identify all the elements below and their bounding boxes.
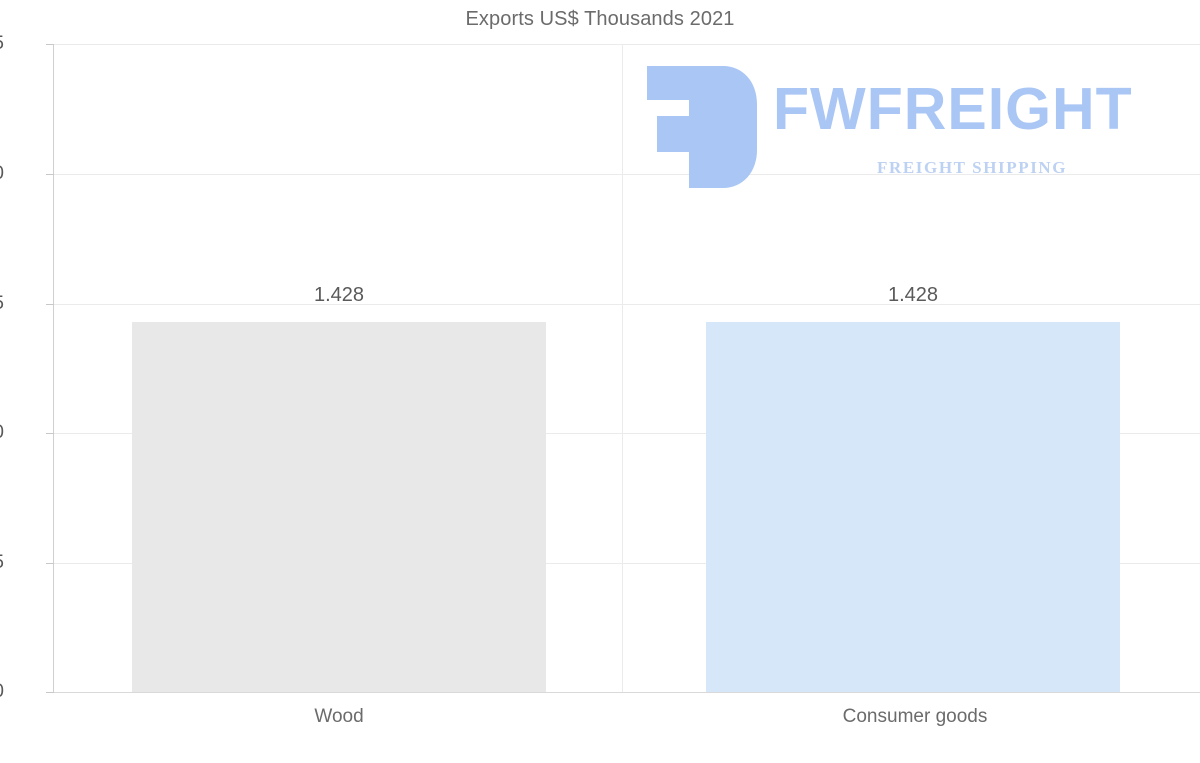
ytick-label-2-0: 2,0 [0, 163, 4, 185]
ytick-mark-1-5 [46, 304, 54, 305]
bar-wood[interactable] [132, 322, 546, 692]
category-label-wood: Wood [314, 706, 364, 727]
ytick-label-1-0: 1,0 [0, 422, 4, 444]
chart-title: Exports US$ Thousands 2021 [465, 8, 735, 30]
ytick-label-0: 0 [0, 681, 4, 703]
ytick-label-2-5: 2,5 [0, 33, 4, 55]
gridline-1-5 [53, 304, 1200, 305]
ytick-mark-0-5 [46, 563, 54, 564]
ytick-mark-2-5 [46, 44, 54, 45]
axis-baseline [53, 692, 1200, 693]
ytick-mark-2-0 [46, 174, 54, 175]
gridline-1-0 [53, 433, 1200, 434]
category-label-consumer-goods: Consumer goods [842, 706, 988, 727]
bar-value-consumer-goods: 1.428 [887, 284, 939, 306]
ytick-label-0-5: 0,5 [0, 552, 4, 574]
category-separator-gridline [622, 44, 623, 692]
gridline-0-5 [53, 563, 1200, 564]
gridline-2-5 [53, 44, 1200, 45]
bar-consumer-goods[interactable] [706, 322, 1120, 692]
bar-value-wood: 1.428 [313, 284, 365, 306]
ytick-mark-1-0 [46, 433, 54, 434]
ytick-label-1-5: 1,5 [0, 293, 4, 315]
ytick-mark-0 [46, 692, 54, 693]
y-axis-line [53, 44, 54, 692]
gridline-2-0 [53, 174, 1200, 175]
